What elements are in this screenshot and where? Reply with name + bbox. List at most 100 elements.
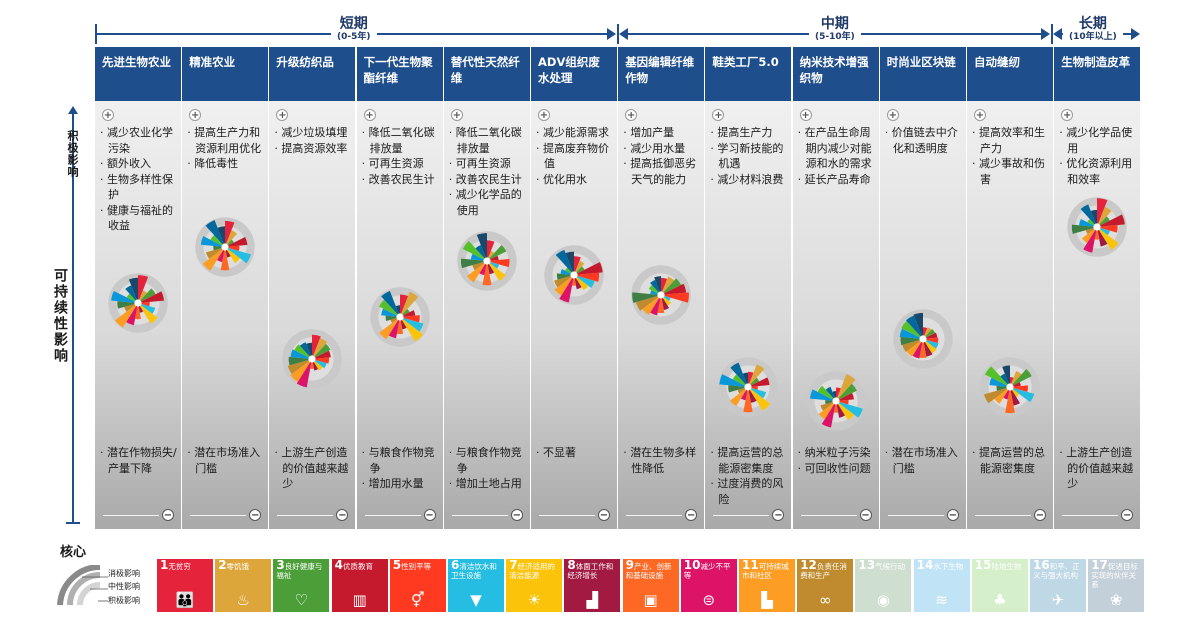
timeline-arrow-right-icon bbox=[607, 28, 616, 40]
bullet-icon: · bbox=[448, 446, 456, 459]
positive-impact-text: 可再生资源 bbox=[368, 157, 424, 170]
wheel-sdg-segment bbox=[835, 401, 845, 418]
wheel-sdg-segment bbox=[1010, 371, 1022, 387]
wheel-sdg-segment bbox=[1097, 198, 1108, 228]
wheel-sdg-segment bbox=[138, 291, 164, 303]
wheel-sdg-segment bbox=[919, 339, 927, 359]
sdg-number: 16 bbox=[1033, 559, 1050, 572]
axis-bottom-tick bbox=[66, 522, 80, 524]
negative-impacts-list: · 与粮食作物竞争 · 增加用水量 bbox=[362, 445, 440, 492]
bullet-icon: · bbox=[100, 446, 107, 459]
wheel-sdg-segment bbox=[1010, 387, 1020, 406]
sdg-tile: 16和平、正义与强大机构 ✈ bbox=[1030, 559, 1086, 612]
sdg-label: 水下生物 bbox=[933, 562, 964, 571]
wheel-sdg-segment bbox=[297, 359, 313, 388]
sdg-label: 气候行动 bbox=[875, 562, 906, 571]
positive-impact-item: · 降低二氧化碳排放量 bbox=[449, 125, 527, 156]
positive-impact-item: · 提高废弃物价值 bbox=[536, 141, 614, 172]
sdg-tile: 1无贫穷 👪 bbox=[157, 559, 213, 612]
wheel-hub bbox=[1093, 223, 1101, 231]
axis-line bbox=[72, 112, 74, 524]
positive-impact-text: 提高生产力和资源利用优化 bbox=[194, 126, 262, 155]
timeline-start-tick bbox=[95, 24, 97, 44]
column-title: 下一代生物聚酯纤维 bbox=[356, 47, 443, 101]
bullet-icon: · bbox=[710, 446, 718, 459]
minus-icon: − bbox=[772, 509, 785, 521]
bullet-icon: · bbox=[623, 157, 631, 170]
fish-icon: ≋ bbox=[935, 591, 948, 609]
wheel-sdg-segment bbox=[818, 401, 836, 420]
wheel-sdg-segment bbox=[748, 387, 767, 399]
positive-impact-text: 降低毒性 bbox=[194, 157, 239, 170]
core-label: 核心 bbox=[60, 545, 87, 560]
positive-impacts-list: · 减少农业化学污染 · 额外收入 · 生物多样性保护 · 健康与福祉的收益 bbox=[100, 125, 178, 234]
positive-impact-text: 减少垃圾填埋 bbox=[281, 126, 348, 139]
sdg-tile: 9产业、创新和基础设施 ▣ bbox=[622, 559, 679, 612]
wheel-sdg-segment bbox=[1094, 227, 1100, 240]
heartbeat-icon: ♡ bbox=[294, 591, 309, 609]
wheel-sdg-segment bbox=[922, 339, 937, 354]
positive-impact-item: · 减少农业化学污染 bbox=[100, 125, 178, 156]
technology-column: 升级纺织品 + · 减少垃圾填埋 · 提高资源效率 · 上游生产创造的价值越来越少 − bbox=[269, 47, 356, 529]
wheel-sdg-segment bbox=[1097, 227, 1119, 251]
wheel-sdg-segment bbox=[1097, 207, 1112, 228]
divider-line bbox=[887, 515, 944, 516]
negative-impact-item: · 可回收性问题 bbox=[798, 461, 876, 477]
wheel-sdg-segment bbox=[657, 294, 665, 313]
wheel-sdg-segment bbox=[556, 273, 574, 280]
wheel-sdg-segment bbox=[984, 387, 1010, 404]
positive-impact-item: · 减少材料浪费 bbox=[710, 172, 788, 188]
column-title: 生物制造皮革 bbox=[1054, 47, 1141, 101]
negative-impact-text: 增加土地占用 bbox=[455, 477, 522, 490]
wheel-sdg-segment bbox=[138, 288, 156, 303]
wheel-sdg-segment bbox=[476, 233, 487, 261]
wheel-sdg-segment bbox=[985, 366, 1010, 387]
wheel-sdg-segment bbox=[1010, 387, 1035, 403]
wheel-sdg-segment bbox=[124, 303, 138, 312]
bullet-icon: · bbox=[361, 477, 369, 490]
eye-icon: ◉ bbox=[876, 591, 890, 609]
negative-impact-text: 增加用水量 bbox=[368, 477, 424, 490]
wheel-sdg-segment bbox=[205, 220, 226, 247]
minus-icon: − bbox=[510, 509, 523, 521]
column-body: + · 在产品生命周期内减少对能源和水的需求 · 延长产品寿命 · 纳米粒子污染 · 可… bbox=[792, 101, 879, 529]
divider-line bbox=[190, 515, 247, 516]
wheel-sdg-segment bbox=[399, 317, 423, 332]
sdg-number: 6 bbox=[451, 559, 460, 572]
wheel-sdg-segment bbox=[1005, 387, 1015, 414]
wheel-sdg-segment bbox=[1091, 210, 1098, 228]
column-title: 基因编辑纤维作物 bbox=[618, 47, 705, 101]
sdg-number: 5 bbox=[392, 559, 402, 572]
sdg-label: 可持续城市和社区 bbox=[742, 562, 789, 580]
wheel-sdg-segment bbox=[650, 294, 662, 315]
negative-impacts-list: · 潜在生物多样性降低 bbox=[623, 445, 701, 476]
bullet-icon: · bbox=[448, 172, 456, 186]
wheel-sdg-segment bbox=[1097, 214, 1125, 228]
positive-impact-text: 优化资源利用和效率 bbox=[1066, 157, 1133, 186]
wheel-sdg-segment bbox=[378, 317, 400, 340]
negative-impact-item: · 潜在市场准入门槛 bbox=[885, 445, 963, 476]
divider-line bbox=[626, 515, 683, 516]
bullet-icon: · bbox=[1059, 446, 1067, 459]
positive-impact-text: 增加产量 bbox=[630, 126, 675, 139]
sdg-tile: 3良好健康与福祉 ♡ bbox=[273, 559, 330, 612]
wheel-sdg-segment bbox=[565, 251, 574, 275]
water-icon: ▼ bbox=[470, 591, 482, 609]
wheel-sdg-segment bbox=[743, 387, 754, 413]
positive-impact-item: · 提高资源效率 bbox=[274, 141, 352, 157]
bullet-icon: · bbox=[972, 126, 979, 139]
bullet-icon: · bbox=[797, 461, 805, 475]
wheel-sdg-segment bbox=[833, 401, 838, 413]
wheel-sdg-segment bbox=[574, 275, 582, 290]
wheel-sdg-segment bbox=[202, 247, 226, 271]
sdg-number: 2 bbox=[218, 559, 227, 572]
sdg-tile: 5性别平等 ⚥ bbox=[389, 559, 446, 612]
divider-line bbox=[364, 515, 421, 516]
timeline-mid-label: 中期 (5-10年) bbox=[809, 16, 861, 43]
divider-line bbox=[103, 515, 159, 516]
positive-impact-text: 减少材料浪费 bbox=[717, 172, 784, 186]
negative-impacts-list: · 潜在市场准入门槛 bbox=[187, 445, 265, 476]
negative-impact-text: 与粮食作物竞争 bbox=[455, 446, 522, 475]
positive-impacts-list: · 提高效率和生产力 · 减少事故和伤害 bbox=[972, 125, 1050, 187]
bullet-icon: · bbox=[623, 141, 631, 155]
